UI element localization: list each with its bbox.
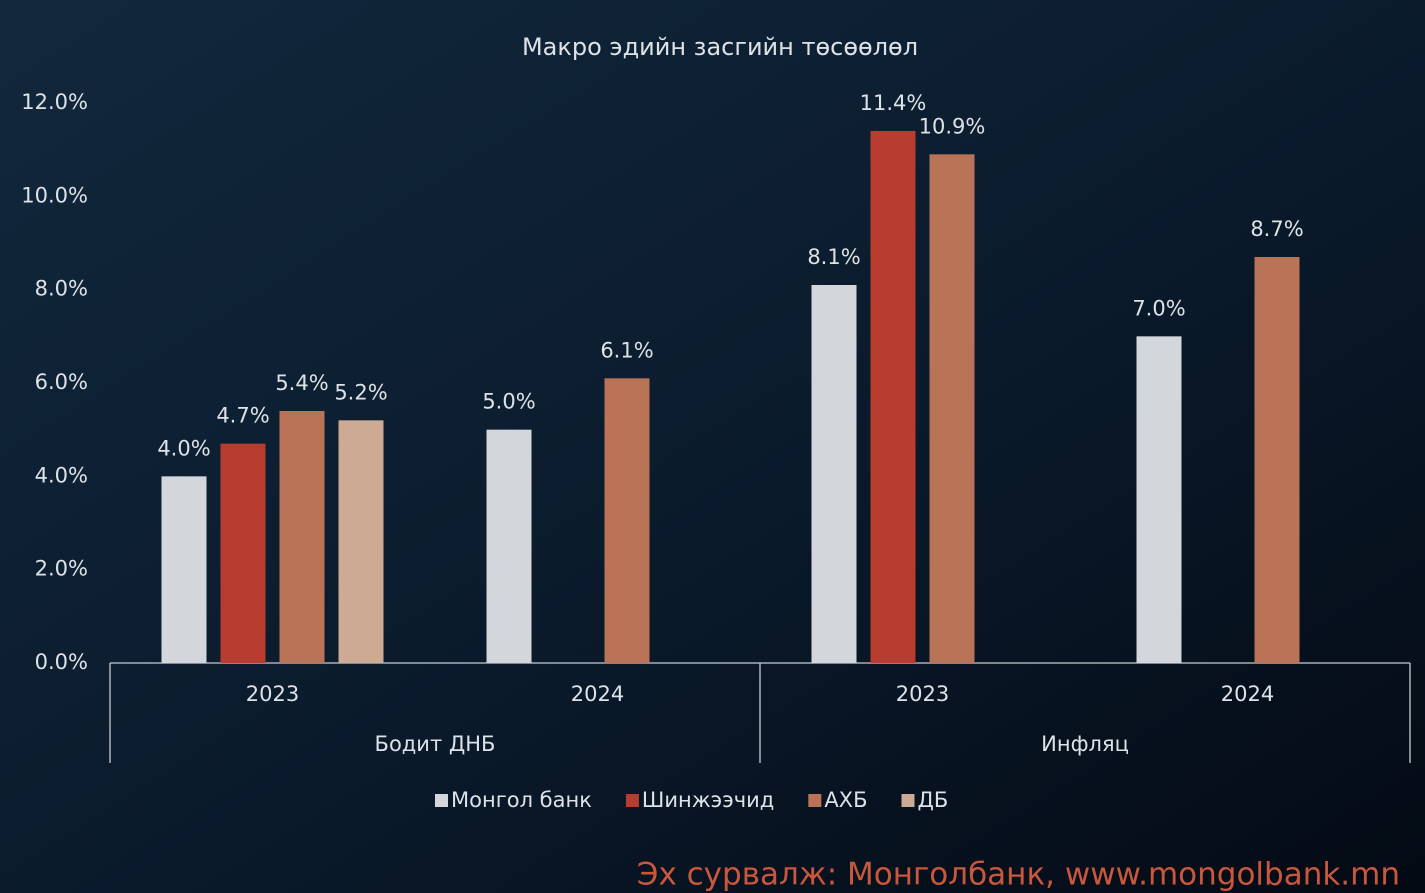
group-label: Инфляц bbox=[1041, 732, 1129, 756]
bar bbox=[161, 476, 207, 663]
y-tick-label: 8.0% bbox=[35, 277, 88, 301]
data-label: 4.0% bbox=[157, 436, 210, 460]
y-tick-label: 12.0% bbox=[21, 90, 88, 114]
data-label: 4.7% bbox=[216, 404, 269, 428]
legend-swatch bbox=[435, 794, 448, 807]
bar bbox=[338, 420, 384, 663]
bar bbox=[220, 443, 266, 663]
data-label: 5.4% bbox=[275, 371, 328, 395]
legend-swatch bbox=[625, 794, 639, 807]
data-label: 11.4% bbox=[860, 91, 927, 115]
x-tick-label: 2024 bbox=[1221, 682, 1274, 706]
y-tick-label: 10.0% bbox=[21, 183, 88, 207]
group-label: Бодит ДНБ bbox=[375, 732, 496, 756]
bar bbox=[486, 429, 532, 663]
x-tick-label: 2024 bbox=[571, 682, 624, 706]
x-tick-label: 2023 bbox=[896, 682, 949, 706]
source-note: Эх сурвалж: Монголбанк, www.mongolbank.m… bbox=[637, 857, 1400, 893]
bar bbox=[1254, 257, 1300, 663]
legend-label: Монгол банк bbox=[451, 788, 592, 812]
legend-swatch bbox=[808, 794, 822, 807]
bar bbox=[1136, 336, 1182, 663]
data-label: 8.7% bbox=[1250, 217, 1303, 241]
x-tick-label: 2023 bbox=[246, 682, 299, 706]
legend-label: АХБ bbox=[824, 788, 867, 812]
data-label: 5.2% bbox=[334, 380, 387, 404]
y-tick-label: 2.0% bbox=[35, 557, 88, 581]
chart-title: Макро эдийн засгийн төсөөлөл bbox=[522, 33, 918, 61]
y-tick-label: 0.0% bbox=[35, 650, 88, 674]
legend-label: ДБ bbox=[917, 788, 948, 812]
bar bbox=[870, 131, 916, 663]
legend-label: Шинжээчид bbox=[642, 788, 774, 812]
legend-swatch bbox=[901, 794, 915, 807]
y-tick-label: 4.0% bbox=[35, 463, 88, 487]
y-tick-label: 6.0% bbox=[35, 370, 88, 394]
data-label: 10.9% bbox=[919, 114, 986, 138]
data-label: 6.1% bbox=[600, 338, 653, 362]
data-label: 8.1% bbox=[807, 245, 860, 269]
bar bbox=[929, 154, 975, 664]
data-label: 7.0% bbox=[1132, 296, 1185, 320]
data-label: 5.0% bbox=[482, 390, 535, 414]
bar bbox=[811, 285, 857, 663]
bar bbox=[604, 378, 650, 663]
bar bbox=[279, 411, 325, 663]
